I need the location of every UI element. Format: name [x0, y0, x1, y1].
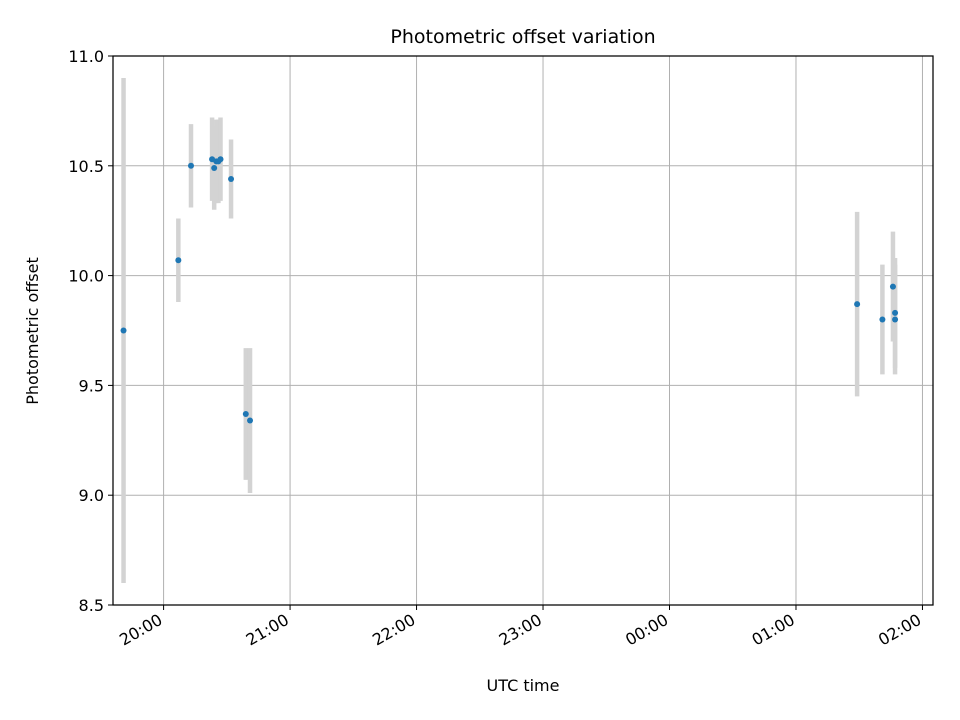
y-tick-label: 9.0	[79, 486, 104, 505]
data-point	[247, 417, 254, 424]
plot-frame	[112, 55, 934, 606]
data-point	[217, 156, 224, 163]
data-points	[120, 156, 899, 424]
data-point	[854, 301, 861, 308]
data-point	[175, 257, 182, 264]
y-axis-label: Photometric offset	[23, 257, 42, 405]
y-tick-label: 9.5	[79, 376, 104, 395]
plot-area	[113, 56, 933, 605]
data-point	[892, 316, 899, 323]
y-axis: 8.5 9.0 9.5 10.0 10.5 11.0	[68, 47, 113, 615]
data-point	[879, 316, 886, 323]
chart-title: Photometric offset variation	[390, 26, 655, 48]
data-point	[228, 175, 235, 182]
x-axis-label: UTC time	[487, 676, 560, 695]
y-tick-label: 11.0	[68, 47, 104, 66]
y-tick-label: 10.5	[68, 157, 104, 176]
data-point	[892, 309, 899, 316]
data-point	[120, 327, 127, 334]
data-point	[211, 164, 218, 171]
y-tick-label: 10.0	[68, 267, 104, 286]
data-point	[242, 410, 249, 417]
data-point	[187, 162, 194, 169]
y-tick-label: 8.5	[79, 596, 104, 615]
data-point	[889, 283, 896, 290]
